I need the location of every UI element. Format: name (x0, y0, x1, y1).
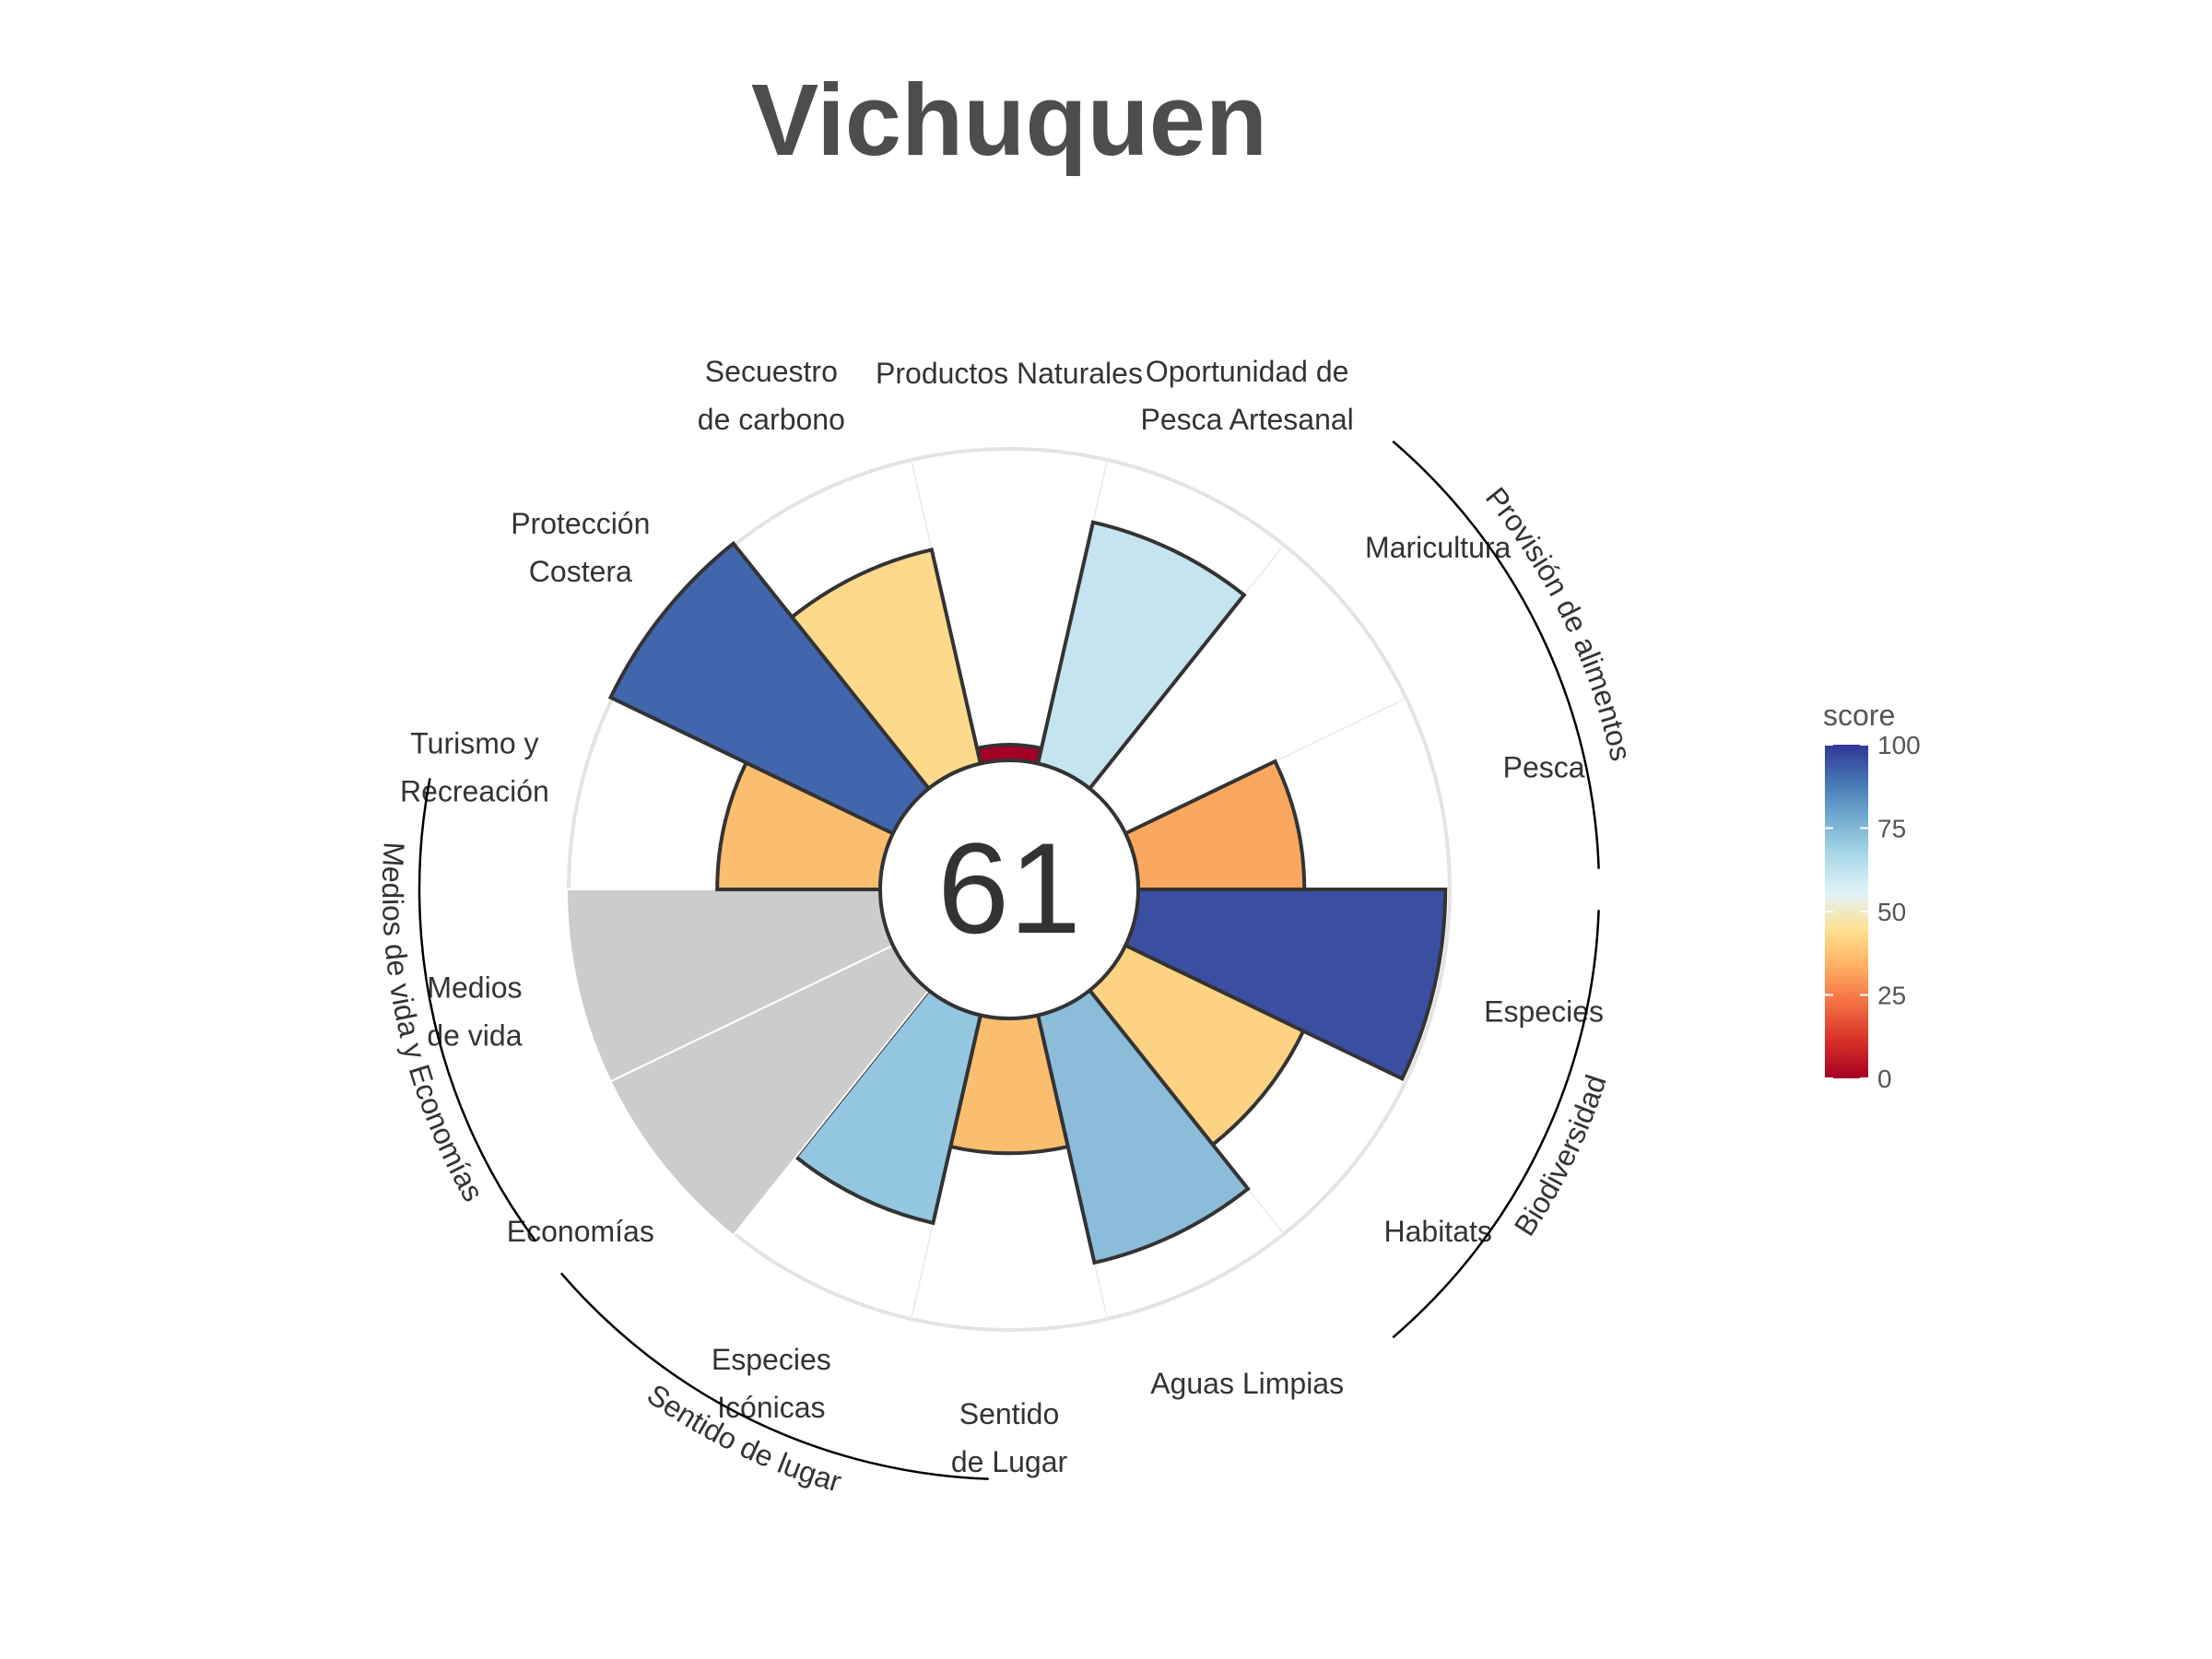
petal-2 (1035, 520, 1247, 792)
category-label: Turismo y Recreación (400, 727, 549, 808)
category-label: Oportunidad de Pesca Artesanal (1141, 355, 1354, 436)
category-label: Protección Costera (511, 507, 650, 588)
category-label: Sentido de Lugar (951, 1397, 1068, 1478)
category-label: Pesca (1503, 751, 1585, 784)
petal-layer (565, 520, 1448, 1265)
legend: score 100 75 50 25 0 (1823, 699, 1921, 1093)
legend-tick-label: 50 (1877, 898, 1906, 926)
group-arc (1392, 910, 1600, 1339)
chart-title: Vichuquen (751, 64, 1267, 177)
category-label: Productos Naturales (876, 357, 1143, 390)
legend-ticks: 100 75 50 25 0 (1825, 731, 1921, 1093)
legend-tick-label: 75 (1877, 815, 1906, 843)
group-arc (1392, 440, 1600, 869)
group-label: Provisión de alimentos (1479, 481, 1638, 764)
legend-tick-label: 0 (1877, 1065, 1892, 1093)
category-label: Especies Icónicas (712, 1343, 831, 1424)
category-label: Habitats (1383, 1215, 1491, 1248)
group-label: Biodiversidad (1508, 1071, 1613, 1242)
category-label: Economías (507, 1215, 654, 1248)
group-arc (418, 778, 537, 1242)
center-circle (878, 759, 1140, 1020)
label-layer: Productos Naturales Oportunidad de Pesca A… (400, 355, 1604, 1478)
legend-tick-label: 25 (1877, 982, 1906, 1010)
category-label: Secuestro de carbono (698, 355, 845, 436)
legend-title: score (1823, 699, 1895, 732)
group-arc (559, 1272, 989, 1480)
petal-4 (1123, 759, 1307, 891)
category-label: Aguas Limpias (1150, 1367, 1344, 1400)
center-score: 61 (937, 816, 1081, 960)
category-label: Medios de vida (427, 971, 522, 1052)
legend-tick-label: 100 (1877, 731, 1921, 759)
category-label: Maricultura (1365, 531, 1511, 564)
